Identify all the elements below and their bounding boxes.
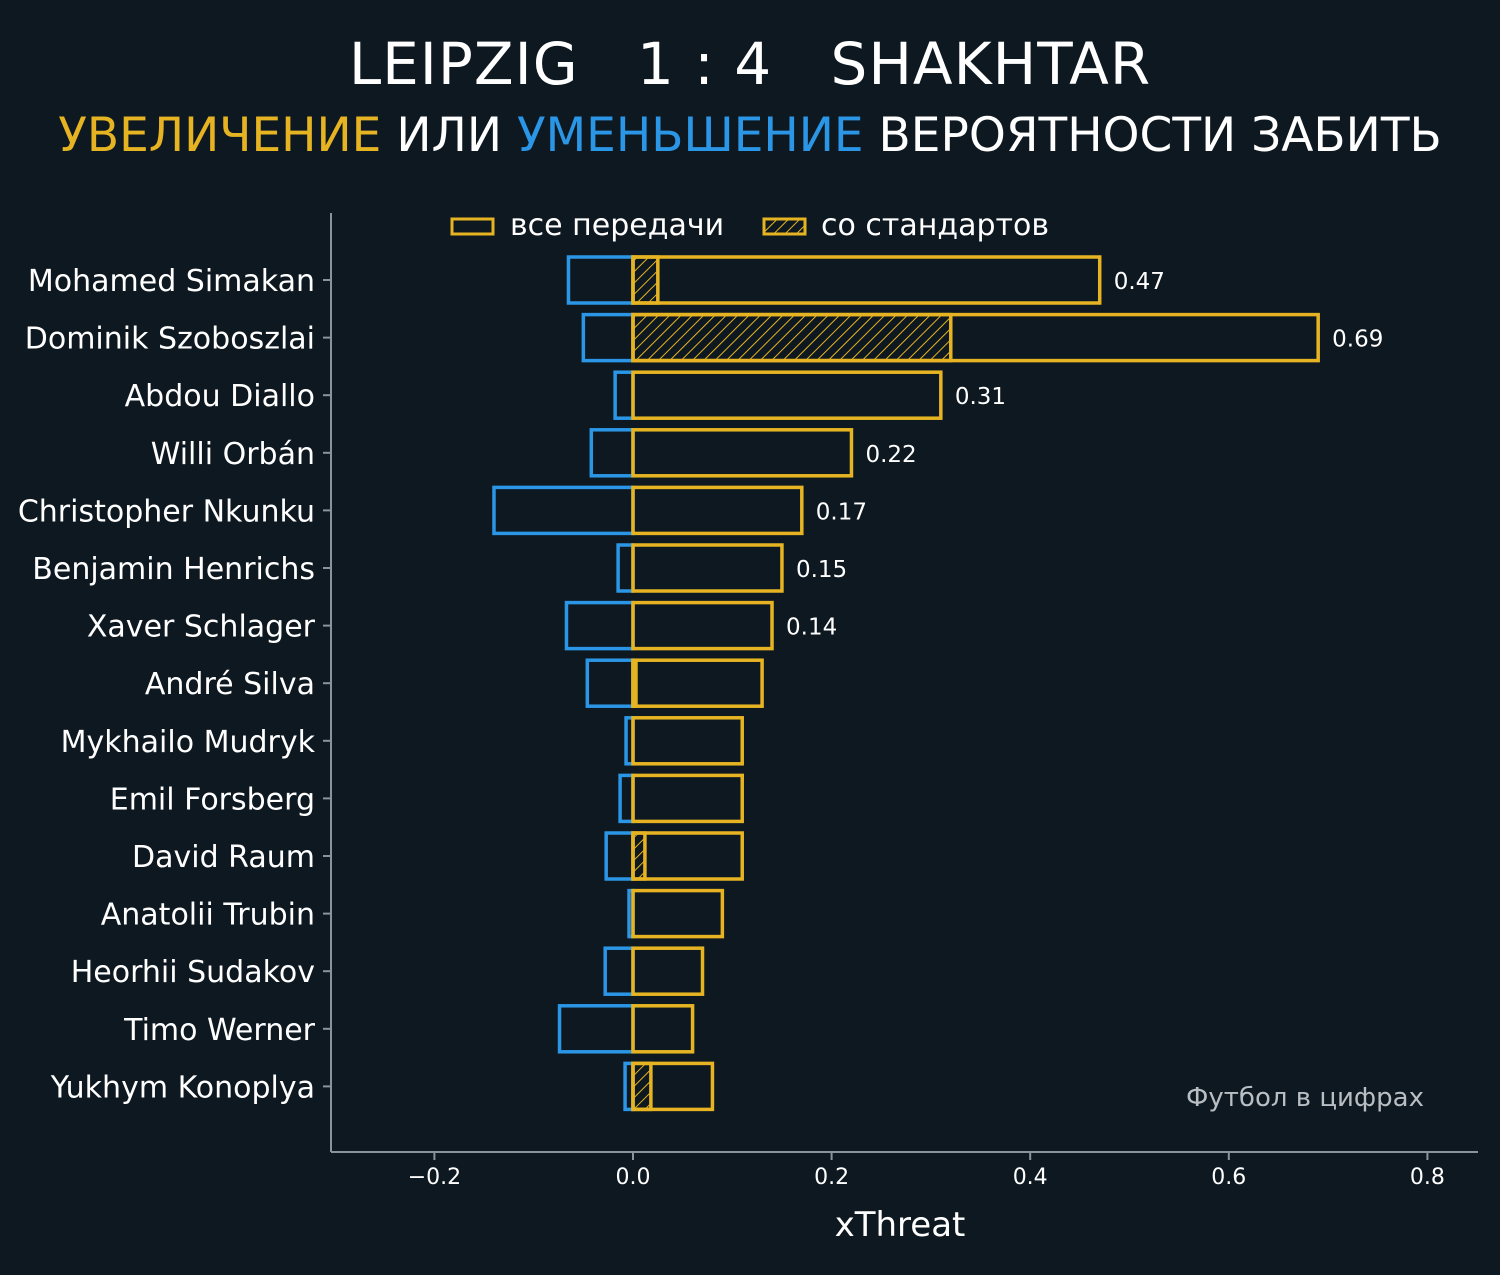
value-label: 0.69	[1332, 327, 1383, 353]
chart-title: LEIPZIG 1 : 4 SHAKHTAR	[0, 30, 1500, 98]
legend-all-passes-label: все передачи	[510, 208, 724, 243]
player-label: Emil Forsberg	[110, 782, 315, 817]
subtitle-decrease: УМЕНЬШЕНИЕ	[516, 108, 864, 163]
x-tick-label: −0.2	[408, 1165, 461, 1190]
decrease-bar	[604, 831, 635, 881]
decrease-bar	[585, 658, 635, 708]
subtitle-probability: ВЕРОЯТНОСТИ ЗАБИТЬ	[878, 108, 1442, 163]
player-label: Anatolii Trubin	[101, 898, 315, 933]
decrease-bar	[581, 312, 635, 363]
decrease-bar	[613, 370, 635, 420]
legend: все передачи со стандартов	[450, 208, 1049, 243]
legend-set-pieces-label: со стандартов	[821, 208, 1049, 243]
player-label: Benjamin Henrichs	[32, 552, 315, 587]
decrease-bar	[589, 428, 635, 478]
all-passes-bar	[631, 831, 744, 881]
x-axis-label: xThreat	[835, 1205, 966, 1245]
player-label: Willi Orbán	[151, 437, 315, 472]
title-score: 1 : 4	[636, 30, 773, 98]
all-passes-bar	[631, 485, 804, 536]
x-tick-label: 0.2	[814, 1165, 849, 1190]
value-label: 0.31	[955, 384, 1006, 410]
decrease-bar	[566, 255, 635, 305]
all-passes-bar	[631, 370, 943, 420]
player-label: Xaver Schlager	[87, 610, 316, 645]
all-passes-bar	[631, 600, 774, 651]
value-label: 0.22	[865, 442, 916, 468]
player-label: Abdou Diallo	[125, 379, 315, 414]
bars: 0.47 0.69 0.31 0.22 0.17 0.15 0.14	[492, 255, 1383, 1112]
decrease-bar	[492, 485, 635, 536]
subtitle-increase: УВЕЛИЧЕНИЕ	[58, 108, 382, 163]
all-passes-bar	[631, 1004, 695, 1054]
player-label: Mykhailo Mudryk	[61, 725, 316, 760]
set-piece-bar	[631, 831, 647, 881]
x-tick-label: 0.0	[616, 1165, 651, 1190]
all-passes-bar	[631, 946, 705, 996]
subtitle-or: ИЛИ	[396, 108, 503, 163]
player-label: André Silva	[145, 667, 315, 702]
player-label: Heorhii Sudakov	[71, 955, 315, 990]
player-label: Timo Werner	[123, 1013, 315, 1048]
set-piece-bar	[631, 312, 953, 363]
x-tick-label: 0.8	[1410, 1165, 1445, 1190]
all-passes-bar	[631, 658, 764, 708]
title-away-team: SHAKHTAR	[830, 30, 1152, 98]
decrease-bar	[564, 600, 635, 651]
all-passes-bar	[631, 543, 784, 593]
all-passes-bar	[631, 888, 725, 939]
decrease-bar	[616, 543, 635, 593]
all-passes-bar	[631, 716, 744, 766]
value-label: 0.17	[816, 499, 867, 525]
all-passes-bar	[631, 312, 1320, 363]
legend-set-pieces-swatch	[762, 217, 807, 236]
x-tick-label: 0.4	[1013, 1165, 1048, 1190]
player-label: Dominik Szoboszlai	[25, 322, 315, 357]
value-label: 0.47	[1114, 269, 1165, 295]
all-passes-bar	[631, 1061, 715, 1112]
credit-watermark: Футбол в цифрах	[1186, 1083, 1424, 1113]
all-passes-bar	[631, 773, 744, 824]
all-passes-bar	[631, 255, 1102, 305]
all-passes-bar	[631, 428, 854, 478]
x-tick-label: 0.6	[1211, 1165, 1246, 1190]
player-label: Christopher Nkunku	[18, 494, 315, 529]
player-label: Yukhym Konoplya	[50, 1070, 315, 1105]
set-piece-bar	[631, 1061, 653, 1112]
player-label: Mohamed Simakan	[28, 264, 315, 299]
legend-all-passes-swatch	[450, 217, 495, 236]
value-label: 0.15	[796, 557, 847, 583]
player-label: David Raum	[132, 840, 315, 875]
decrease-bar	[557, 1004, 635, 1054]
value-label: 0.14	[786, 615, 837, 641]
axes: −0.2 0.0 0.2 0.4 0.6 0.8 Mohamed Simakan Domini…	[18, 213, 1478, 1190]
decrease-bar	[618, 773, 635, 824]
title-home-team: LEIPZIG	[348, 30, 579, 98]
set-piece-bar	[631, 255, 660, 305]
decrease-bar	[603, 946, 635, 996]
chart-subtitle: УВЕЛИЧЕНИЕ ИЛИ УМЕНЬШЕНИЕ ВЕРОЯТНОСТИ ЗА…	[0, 108, 1500, 163]
